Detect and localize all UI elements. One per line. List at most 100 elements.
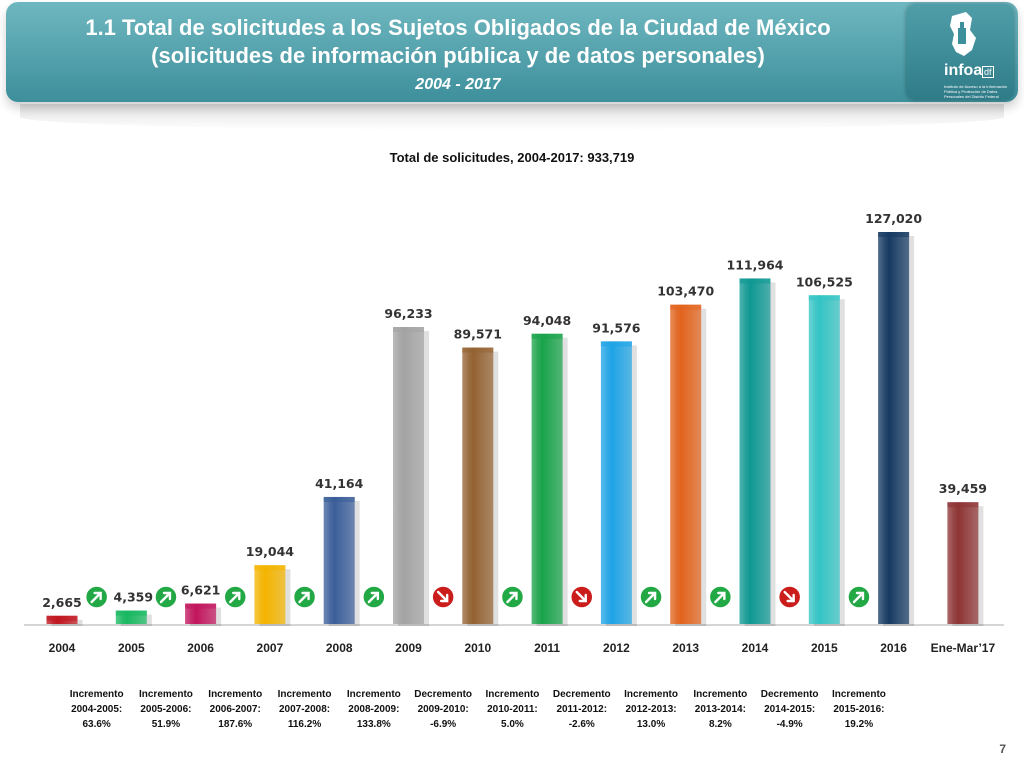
- bar-cap: [600, 341, 632, 347]
- increase-arrow-icon: [223, 585, 247, 609]
- bar-2010: [462, 347, 494, 624]
- change-note-label: Decremento: [414, 689, 473, 700]
- change-note: Incremento 2013-2014: 8.2%: [685, 687, 755, 732]
- increase-arrow-icon: [639, 585, 663, 609]
- period-subtitle: 2004 - 2017: [415, 76, 501, 93]
- change-note-pct: 63.6%: [82, 719, 111, 730]
- change-notes: Incremento 2004-2005: 63.6% Incremento 2005-…: [0, 687, 1024, 747]
- value-label: 2,665: [42, 595, 82, 610]
- change-note-period: 2006-2007:: [209, 704, 261, 715]
- bar-cap: [46, 615, 78, 621]
- change-note-period: 2004-2005:: [71, 704, 123, 715]
- page-number: 7: [999, 742, 1006, 756]
- bar-2016: [878, 232, 910, 624]
- change-note-period: 2005-2006:: [140, 704, 192, 715]
- category-label: Ene-Mar’17: [931, 641, 996, 655]
- change-note: Incremento 2010-2011: 5.0%: [477, 687, 547, 732]
- bar-2007: [254, 565, 286, 624]
- value-label: 19,044: [246, 544, 295, 559]
- category-label: 2016: [880, 641, 907, 655]
- bar-2014: [739, 278, 771, 624]
- bar-Ene-Mar’17: [947, 502, 979, 624]
- change-note-label: Incremento: [831, 689, 886, 700]
- increase-arrow-icon: [154, 585, 178, 609]
- change-note-pct: -2.6%: [568, 719, 595, 730]
- change-note-period: 2007-2008:: [278, 704, 331, 715]
- change-note: Decremento 2014-2015: -4.9%: [755, 687, 825, 732]
- change-note-pct: -4.9%: [776, 719, 803, 730]
- header-shadow: [20, 104, 1004, 130]
- value-label: 4,359: [114, 590, 154, 605]
- change-note-label: Incremento: [69, 689, 124, 700]
- value-label: 96,233: [384, 306, 432, 321]
- bar-cap: [323, 496, 355, 502]
- category-label: 2004: [49, 641, 76, 655]
- value-label: 39,459: [939, 481, 987, 496]
- change-note-pct: 13.0%: [636, 719, 666, 730]
- change-note-pct: 19.2%: [844, 719, 874, 730]
- bar-cap: [185, 603, 217, 609]
- category-label: 2009: [395, 641, 422, 655]
- value-label: 89,571: [454, 327, 502, 342]
- change-note-label: Incremento: [693, 689, 748, 700]
- change-note-label: Incremento: [208, 689, 263, 700]
- change-note: Incremento 2004-2005: 63.6%: [62, 687, 132, 732]
- change-note: Incremento 2008-2009: 133.8%: [339, 687, 409, 732]
- bar-cap: [254, 565, 286, 571]
- bar-cap: [670, 304, 702, 310]
- bar-2013: [670, 304, 702, 624]
- value-label: 127,020: [865, 211, 922, 226]
- change-note-period: 2009-2010:: [417, 704, 469, 715]
- change-note-pct: 5.0%: [501, 719, 524, 730]
- title-line-2: (solicitudes de información pública y de…: [151, 43, 765, 68]
- city-emblem-icon: [950, 12, 976, 56]
- logo-df: df: [982, 66, 994, 78]
- decrease-arrow-icon: [431, 585, 455, 609]
- change-note-pct: 116.2%: [287, 719, 322, 730]
- category-label: 2015: [811, 641, 838, 655]
- change-note-pct: 8.2%: [708, 719, 732, 730]
- category-label: 2011: [534, 641, 560, 655]
- bar-cap: [531, 333, 563, 339]
- change-note-period: 2011-2012:: [556, 704, 608, 715]
- category-label: 2013: [672, 641, 699, 655]
- change-note-period: 2014-2015:: [764, 704, 816, 715]
- change-note: Incremento 2006-2007: 187.6%: [200, 687, 270, 732]
- change-note: Decremento 2011-2012: -2.6%: [547, 687, 617, 732]
- category-label: 2008: [326, 641, 353, 655]
- category-label: 2007: [257, 641, 284, 655]
- change-note: Incremento 2012-2013: 13.0%: [616, 687, 686, 732]
- change-note-label: Incremento: [485, 689, 540, 700]
- increase-arrow-icon: [84, 585, 109, 609]
- bar-2008: [323, 496, 355, 624]
- change-note-label: Decremento: [760, 689, 819, 700]
- change-note-pct: 187.6%: [218, 719, 253, 730]
- chart-title: Total de solicitudes, 2004-2017: 933,719: [389, 150, 635, 165]
- decrease-arrow-icon: [777, 585, 802, 609]
- logo-tagline: Instituto de Acceso a la Información Púb…: [944, 84, 1008, 99]
- change-note-period: 2010-2011:: [487, 704, 538, 715]
- info-logo: infoa df Instituto de Acceso a la Inform…: [906, 4, 1014, 100]
- change-note-label: Incremento: [346, 689, 401, 700]
- change-note-period: 2013-2014:: [694, 704, 746, 715]
- header-banner: [6, 2, 1018, 102]
- change-note-pct: -6.9%: [430, 719, 457, 730]
- bar-2006: [185, 603, 217, 624]
- bar-2009: [393, 327, 424, 624]
- change-note-label: Incremento: [277, 689, 332, 700]
- change-note-label: Incremento: [624, 689, 678, 700]
- category-label: 2006: [187, 641, 214, 655]
- decrease-arrow-icon: [570, 585, 594, 609]
- category-label: 2010: [464, 641, 491, 655]
- bar-chart: 2,665 2004 4,359 2005 6,621 2006 19,044 2007 41,…: [24, 211, 1004, 655]
- bar-2015: [808, 295, 840, 624]
- increase-arrow-icon: [500, 585, 525, 609]
- value-label: 41,164: [315, 476, 364, 491]
- change-note-label: Incremento: [138, 689, 193, 700]
- logo-word: infoa: [944, 62, 983, 79]
- bar-cap: [115, 610, 147, 616]
- increase-arrow-icon: [292, 585, 317, 609]
- bar-cap: [878, 232, 910, 237]
- page-title: 1.1 Total de solicitudes a los Sujetos O…: [40, 14, 876, 70]
- bar-cap: [808, 295, 840, 301]
